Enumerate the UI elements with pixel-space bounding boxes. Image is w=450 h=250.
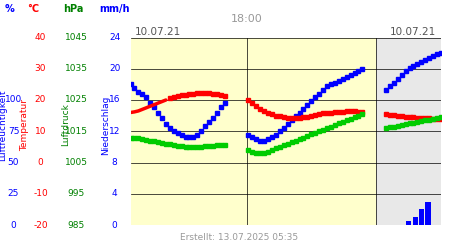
Text: Luftfeuchtigkeit: Luftfeuchtigkeit [0, 89, 7, 161]
Text: 8: 8 [112, 158, 117, 167]
Text: 1015: 1015 [65, 127, 88, 136]
Text: -20: -20 [33, 220, 48, 230]
Text: mm/h: mm/h [99, 4, 130, 14]
Bar [376, 38, 441, 225]
Text: 30: 30 [35, 64, 46, 73]
Text: 25: 25 [8, 189, 19, 198]
Text: 12: 12 [109, 127, 121, 136]
Text: 10: 10 [35, 127, 46, 136]
Text: 0: 0 [38, 158, 43, 167]
Bar [413, 217, 418, 225]
Text: hPa: hPa [63, 4, 83, 14]
Text: 18:00: 18:00 [231, 14, 263, 24]
Text: 75: 75 [8, 127, 19, 136]
Bar [426, 202, 431, 225]
Text: Niederschlag: Niederschlag [101, 95, 110, 155]
Text: -10: -10 [33, 189, 48, 198]
Bar [130, 38, 247, 225]
Bar [406, 221, 411, 225]
Bar [247, 38, 376, 225]
Text: 985: 985 [68, 220, 85, 230]
Text: °C: °C [27, 4, 39, 14]
Text: 20: 20 [109, 64, 121, 73]
Text: 1005: 1005 [65, 158, 88, 167]
Text: 0: 0 [112, 220, 117, 230]
Text: 995: 995 [68, 189, 85, 198]
Text: 24: 24 [109, 33, 121, 42]
Text: 4: 4 [112, 189, 117, 198]
Text: 40: 40 [35, 33, 46, 42]
Text: 20: 20 [35, 96, 46, 104]
Text: Luftdruck: Luftdruck [61, 104, 70, 146]
Text: 0: 0 [11, 220, 16, 230]
Text: 1035: 1035 [65, 64, 88, 73]
Text: 10.07.21: 10.07.21 [390, 27, 436, 37]
Text: 1045: 1045 [65, 33, 88, 42]
Text: Temperatur: Temperatur [20, 99, 29, 151]
Text: 1025: 1025 [65, 96, 88, 104]
Text: 10.07.21: 10.07.21 [135, 27, 181, 37]
Text: 50: 50 [8, 158, 19, 167]
Text: %: % [4, 4, 14, 14]
Bar [419, 210, 424, 225]
Text: 100: 100 [5, 96, 22, 104]
Text: Erstellt: 13.07.2025 05:35: Erstellt: 13.07.2025 05:35 [180, 233, 298, 242]
Text: 16: 16 [109, 96, 121, 104]
